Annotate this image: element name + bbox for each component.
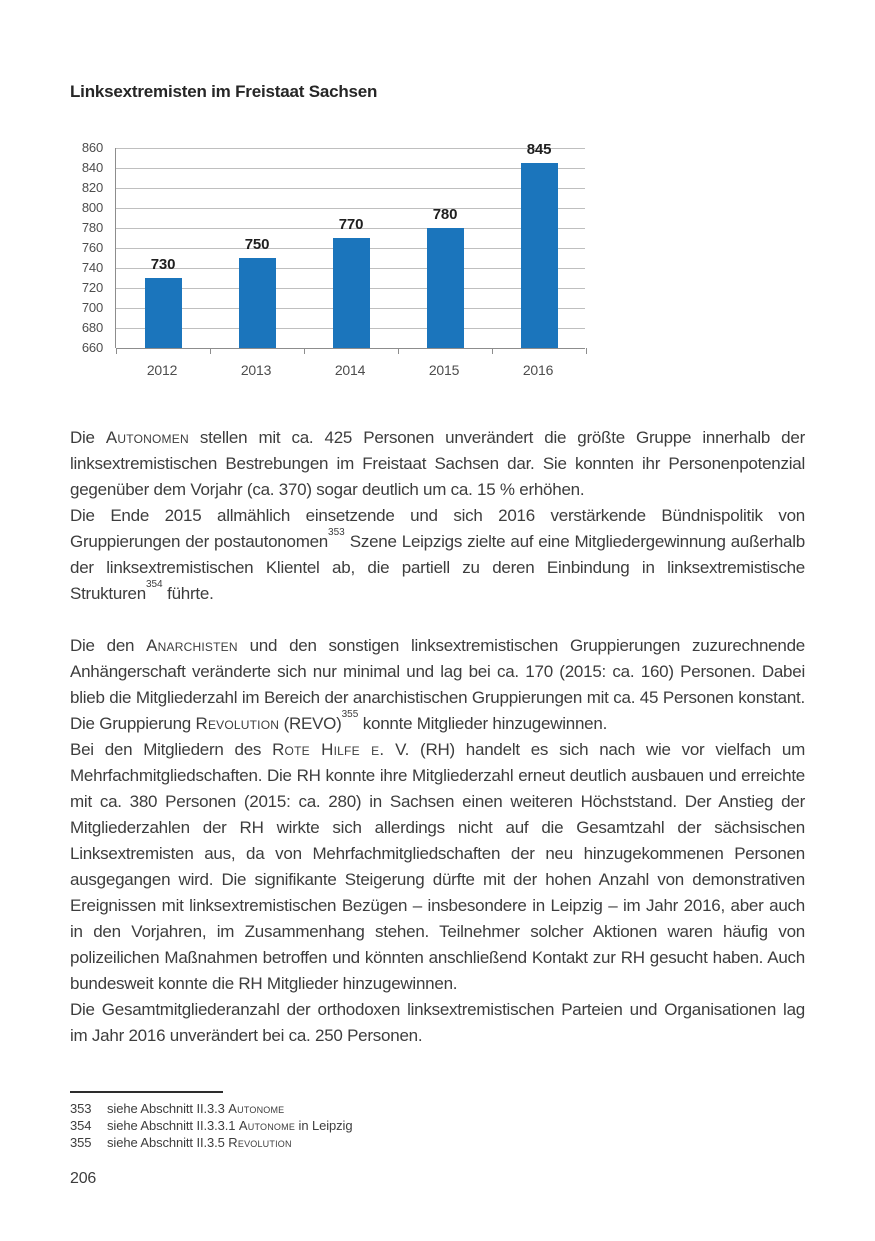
chart-gridline	[116, 208, 585, 209]
chart-y-tick-label: 860	[81, 140, 103, 155]
chart-axis-tick	[492, 348, 493, 354]
chart-y-tick-label: 700	[81, 300, 103, 315]
footnote-item: 353 siehe Abschnitt II.3.3 Autonome	[70, 1100, 570, 1117]
small-caps-term: Revolution	[228, 1135, 292, 1150]
footnote-ref: 353	[328, 526, 345, 538]
chart-y-tick-label: 800	[81, 200, 103, 215]
footnotes-section: 353 siehe Abschnitt II.3.3 Autonome 354 sie…	[70, 1091, 570, 1151]
chart-bar-value: 780	[432, 206, 458, 223]
chart-axis-tick	[304, 348, 305, 354]
body-paragraph: Die Gesamtmitgliederanzahl der orthodoxe…	[70, 1000, 805, 1045]
small-caps-term: Autonomen	[105, 428, 189, 447]
footnote-text: siehe Abschnitt II.3.3.1 Autonome in Lei…	[107, 1118, 353, 1133]
small-caps-term: Revolution	[195, 714, 280, 733]
body-text: Die Autonomen stellen mit ca. 425 Person…	[70, 425, 805, 1049]
small-caps-term: Rote Hilfe e.	[272, 740, 385, 759]
chart-x-tick-label: 2016	[522, 362, 554, 378]
chart-y-tick-label: 740	[81, 260, 103, 275]
chart-x-tick-label: 2012	[146, 362, 178, 378]
chart-y-tick-label: 660	[81, 340, 103, 355]
chart-x-labels: 2012 2013 2014 2015 2016	[115, 362, 585, 382]
page-title: Linksextremisten im Freistaat Sachsen	[70, 82, 378, 101]
chart-bar-2012	[144, 278, 182, 348]
small-caps-term: Autonome	[228, 1101, 285, 1116]
chart-y-tick-label: 780	[81, 220, 103, 235]
footnote-rule	[70, 1091, 223, 1093]
footnote-item: 354 siehe Abschnitt II.3.3.1 Autonome in …	[70, 1117, 570, 1134]
chart-bar-value: 750	[244, 236, 270, 253]
chart-bar-value: 770	[338, 216, 364, 233]
footnote-ref: 354	[145, 578, 163, 590]
body-paragraph: Die Autonomen stellen mit ca. 425 Person…	[70, 428, 805, 499]
footnote-number: 353	[70, 1101, 92, 1116]
chart-gridline	[116, 188, 585, 189]
chart-x-tick-label: 2013	[240, 362, 272, 378]
footnote-text: siehe Abschnitt II.3.3 Autonome	[107, 1101, 285, 1116]
chart-gridline	[116, 228, 585, 229]
body-paragraph: Die den Anarchisten und den sonstigen li…	[70, 636, 805, 733]
footnote-number: 355	[70, 1135, 92, 1150]
small-caps-term: Anarchisten	[146, 636, 238, 655]
footnote-number: 354	[70, 1118, 92, 1133]
chart-bar-value: 845	[526, 141, 552, 158]
chart-bar-2014	[332, 238, 370, 348]
chart-axis-tick	[210, 348, 211, 354]
chart-y-tick-label: 820	[81, 180, 103, 195]
body-paragraph: Bei den Mitgliedern des Rote Hilfe e. V.…	[70, 740, 806, 993]
chart-gridline	[116, 168, 585, 169]
chart-baseline	[116, 348, 585, 349]
page-number: 206	[70, 1170, 97, 1187]
chart-bar-2015	[426, 228, 464, 348]
footnote-ref: 355	[341, 708, 359, 720]
chart-bar-2016	[520, 163, 558, 348]
chart-axis-tick	[398, 348, 399, 354]
chart-plot: 730 750 770 780 845	[115, 141, 587, 354]
chart-y-tick-label: 840	[81, 160, 103, 175]
chart-bar-2013	[238, 258, 276, 348]
body-paragraph: Die Ende 2015 allmählich einsetzende und…	[70, 506, 805, 603]
footnote-list: 353 siehe Abschnitt II.3.3 Autonome 354 sie…	[70, 1100, 570, 1151]
chart-y-tick-label: 680	[81, 320, 103, 335]
chart-y-labels: 860 840 820 800 780 760 740 720 700 680 660	[70, 140, 103, 355]
small-caps-term: Autonome	[238, 1118, 296, 1133]
chart-axis-tick	[586, 348, 587, 354]
chart-y-tick-label: 760	[81, 240, 103, 255]
chart-x-tick-label: 2014	[334, 362, 366, 378]
chart-x-tick-label: 2015	[428, 362, 460, 378]
chart-gridline	[116, 148, 585, 149]
bar-chart: 860 840 820 800 780 760 740 720 700 680 660 730 750…	[70, 140, 590, 388]
chart-axis-tick	[116, 348, 117, 354]
chart-y-tick-label: 720	[81, 280, 103, 295]
chart-bar-value: 730	[150, 256, 176, 273]
footnote-item: 355 siehe Abschnitt II.3.5 Revolution	[70, 1134, 570, 1151]
footnote-text: siehe Abschnitt II.3.5 Revolution	[107, 1135, 292, 1150]
